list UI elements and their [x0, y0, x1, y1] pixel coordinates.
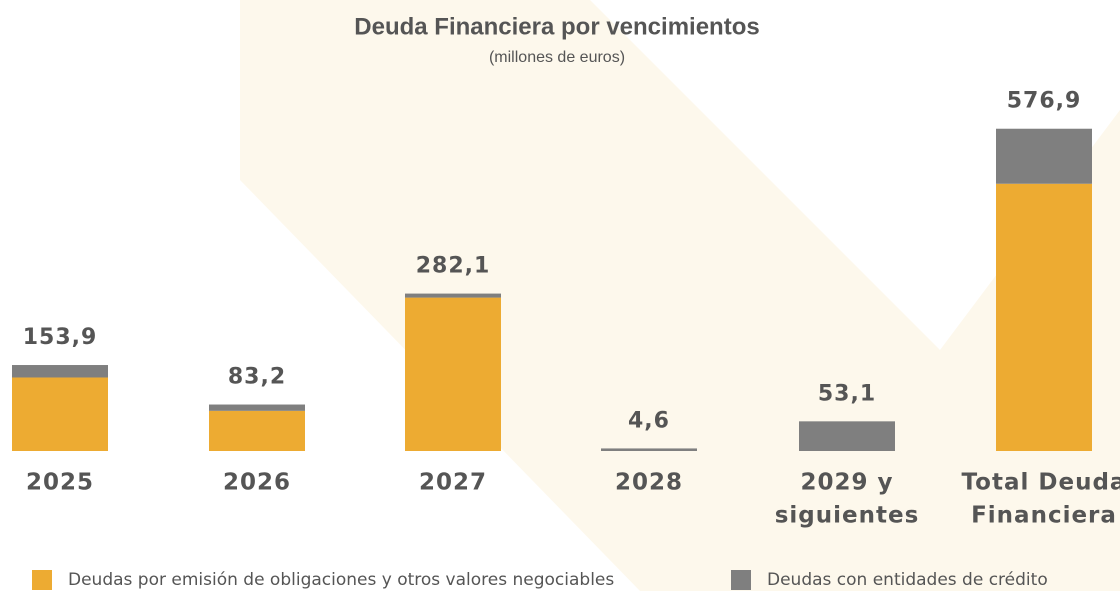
- bar-segment: [209, 410, 305, 451]
- legend-swatch: [32, 570, 52, 590]
- bar-segment: [12, 365, 108, 378]
- bar-segment: [799, 421, 895, 451]
- x-tick-label: 2027: [419, 470, 487, 496]
- bar-segment: [996, 128, 1092, 184]
- legend-label: Deudas con entidades de crédito: [767, 570, 1048, 590]
- chart-title: Deuda Financiera por vencimientos: [354, 13, 759, 40]
- x-tick-label: 2028: [615, 470, 683, 496]
- x-tick-label: siguientes: [775, 503, 920, 529]
- total-label: 282,1: [416, 254, 491, 279]
- bar-segment: [405, 297, 501, 451]
- total-label: 4,6: [628, 408, 670, 433]
- total-label: 53,1: [818, 381, 876, 406]
- legend-label: Deudas por emisión de obligaciones y otr…: [68, 570, 614, 590]
- background-shape: [240, 0, 1120, 591]
- x-tick-label: 2025: [26, 470, 94, 496]
- total-label: 83,2: [228, 365, 286, 390]
- bar-segment: [209, 404, 305, 411]
- bar-segment: [996, 183, 1092, 451]
- legend-swatch: [731, 570, 751, 590]
- x-tick-label: Financiera: [971, 503, 1117, 529]
- bar-segment: [12, 377, 108, 451]
- bar-segment: [601, 448, 697, 451]
- x-tick-label: Total Deuda: [962, 470, 1120, 496]
- x-tick-label: 2029 y: [800, 470, 893, 496]
- x-tick-label: 2026: [223, 470, 291, 496]
- total-label: 576,9: [1007, 89, 1082, 114]
- bar-segment: [405, 293, 501, 298]
- total-label: 153,9: [23, 325, 98, 350]
- chart-subtitle: (millones de euros): [489, 49, 625, 66]
